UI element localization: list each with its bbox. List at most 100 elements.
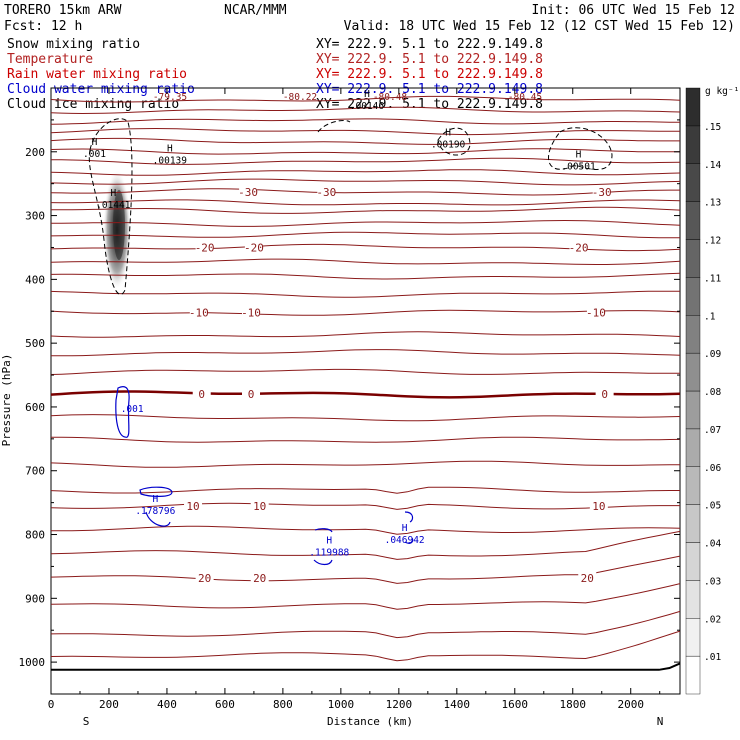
y-tick-label: 200 bbox=[25, 146, 45, 159]
isotherm bbox=[50, 390, 681, 399]
contour-label-bg bbox=[192, 388, 211, 400]
x-tick-label: 600 bbox=[215, 698, 235, 711]
x-tick-label: 0 bbox=[48, 698, 55, 711]
contour-label: 10 bbox=[592, 500, 605, 513]
maximum-marker: H bbox=[445, 127, 451, 138]
maximum-marker: H bbox=[92, 137, 98, 148]
isotherm bbox=[51, 525, 681, 535]
colorbar-tick-label: .09 bbox=[704, 349, 721, 360]
isotherm bbox=[50, 583, 681, 610]
isotherm bbox=[50, 414, 681, 422]
field-legend: Snow mixing ratio Temperature Rain water… bbox=[7, 37, 543, 112]
contour-label-bg bbox=[569, 241, 588, 253]
colorbar-tick-label: .02 bbox=[704, 614, 721, 625]
contour-label-bg bbox=[184, 499, 203, 511]
colorbar-cell bbox=[685, 504, 701, 543]
x-tick-label: 1000 bbox=[328, 698, 355, 711]
temperature-contours: -30 -30 -30 -20 -20 -20 -10 -10 -10 0 0 0 10 10 10 20 20… bbox=[50, 95, 681, 662]
model-title: TORERO 15km ARW bbox=[4, 3, 122, 18]
contour-label: -10 bbox=[189, 307, 209, 320]
plot-frame bbox=[50, 87, 681, 695]
contour-label: -10 bbox=[241, 307, 261, 320]
colorbar-cell bbox=[685, 655, 701, 695]
maximum-value: .01441 bbox=[96, 200, 131, 211]
colorbar-tick-label: .04 bbox=[704, 539, 721, 550]
colorbar: .01 .02 .03 .04 .05 .06 .07 .08 .09 .1 .11 .12 .13 .1… bbox=[685, 87, 721, 695]
colorbar-cell bbox=[685, 201, 701, 240]
isotherm bbox=[50, 502, 680, 510]
isotherm bbox=[50, 148, 681, 155]
maximum-value: .00146 bbox=[350, 101, 385, 112]
xy-cloud-water: XY= 222.9. 5.1 to 222.9.149.8 bbox=[316, 82, 543, 97]
cloud-water-contour bbox=[314, 528, 333, 533]
x-tick-label: 200 bbox=[99, 698, 119, 711]
cloud-water-contour bbox=[404, 511, 414, 523]
north-label: N bbox=[657, 715, 664, 728]
isotherm bbox=[50, 290, 681, 298]
maximum-value: .001 bbox=[83, 149, 106, 160]
field-temperature: Temperature bbox=[7, 52, 93, 67]
contour-label-bg bbox=[589, 499, 608, 511]
contour-label: -20 bbox=[195, 241, 215, 254]
contour-label: 0 bbox=[601, 388, 608, 401]
contour-label-bg bbox=[242, 306, 261, 318]
isotherm bbox=[50, 309, 681, 316]
isotherm bbox=[50, 106, 681, 115]
isotherm bbox=[50, 127, 681, 136]
isotherm bbox=[50, 610, 681, 639]
maximum-value: .00501 bbox=[561, 162, 596, 173]
cloud-water-contours bbox=[115, 386, 414, 566]
colorbar-cell bbox=[685, 125, 701, 164]
colorbar-cell bbox=[685, 580, 701, 619]
colorbar-cell bbox=[685, 428, 701, 467]
y-tick-label: 900 bbox=[25, 592, 45, 605]
maximum-value: .001 bbox=[121, 404, 144, 415]
contour-label: 20 bbox=[581, 572, 594, 585]
x-tick-label: 1800 bbox=[560, 698, 587, 711]
colorbar-tick-label: .12 bbox=[704, 236, 721, 247]
colorbar-cell bbox=[685, 163, 701, 202]
top-temp-label: -80.22 bbox=[283, 92, 317, 103]
contour-label-bg bbox=[244, 241, 263, 253]
isotherm bbox=[50, 486, 680, 494]
maximum-value: .178796 bbox=[135, 506, 175, 517]
init-time: Init: 06 UTC Wed 15 Feb 12 bbox=[532, 3, 736, 18]
isotherm bbox=[50, 349, 681, 357]
cloud-water-contour bbox=[313, 559, 333, 566]
cloud-ice-contours bbox=[88, 118, 613, 295]
colorbar-cell bbox=[685, 87, 701, 127]
top-temp-label: -79.35 bbox=[153, 92, 187, 103]
isotherm bbox=[51, 219, 681, 227]
y-tick-label: 300 bbox=[25, 210, 45, 223]
isotherm bbox=[50, 272, 681, 280]
contour-label: 20 bbox=[198, 572, 211, 585]
snow-core bbox=[113, 190, 125, 260]
colorbar-cell bbox=[685, 618, 701, 657]
contour-label-bg bbox=[239, 185, 258, 197]
colorbar-tick-label: .08 bbox=[704, 387, 721, 398]
isotherm bbox=[51, 206, 681, 214]
field-rain: Rain water mixing ratio bbox=[7, 67, 187, 82]
top-temperature-labels: -79.35 -80.22 -80.48 -80.45 bbox=[153, 92, 542, 103]
colorbar-tick-label: .11 bbox=[704, 273, 721, 284]
isotherm bbox=[50, 199, 681, 206]
y-tick-label: 700 bbox=[25, 465, 45, 478]
contour-label: 10 bbox=[186, 500, 199, 513]
maximum-value: .046942 bbox=[385, 535, 425, 546]
maxima-labels: H.001H.00139H.01441H.00146H.00190H.00501… bbox=[83, 89, 596, 559]
contour-label: -30 bbox=[592, 186, 612, 199]
isotherm bbox=[50, 178, 681, 186]
isotherm bbox=[50, 460, 680, 468]
isotherm bbox=[50, 157, 681, 165]
ice-contour bbox=[548, 127, 613, 170]
isotherm bbox=[50, 368, 681, 375]
maximum-marker: H bbox=[326, 536, 332, 547]
isotherm bbox=[50, 436, 681, 443]
x-axis-label: Distance (km) bbox=[327, 715, 413, 728]
field-cloud-ice: Cloud ice mixing ratio bbox=[7, 97, 179, 112]
field-snow: Snow mixing ratio bbox=[7, 37, 140, 52]
colorbar-tick-label: .03 bbox=[704, 576, 721, 587]
y-tick-label: 500 bbox=[25, 337, 45, 350]
isotherm bbox=[50, 258, 681, 265]
